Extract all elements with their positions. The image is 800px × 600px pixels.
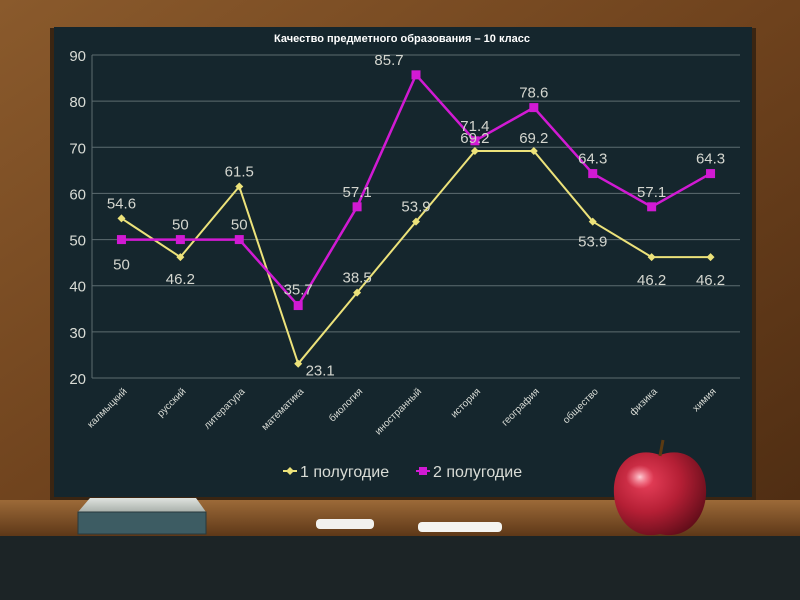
data-point (235, 182, 244, 191)
data-point (706, 169, 716, 179)
data-label: 69.2 (460, 130, 489, 147)
legend-label: 2 полугодие (433, 464, 522, 481)
data-label: 57.1 (342, 184, 371, 201)
data-label: 64.3 (578, 151, 607, 168)
y-tick-label: 40 (69, 279, 86, 296)
data-point (529, 146, 538, 155)
data-label: 38.5 (342, 270, 371, 287)
chart-title: Качество предметного образования – 10 кл… (274, 33, 530, 45)
legend-marker (419, 467, 427, 475)
data-label: 50 (231, 217, 248, 234)
data-label: 64.3 (696, 151, 725, 168)
data-point (294, 359, 303, 368)
data-label: 78.6 (519, 85, 548, 102)
y-tick-label: 20 (69, 371, 86, 388)
y-tick-label: 30 (69, 325, 86, 342)
legend: 1 полугодие 2 полугодие (283, 464, 522, 481)
data-label: 46.2 (696, 272, 725, 289)
y-axis: 20 30 40 50 60 70 80 90 (69, 48, 93, 388)
data-label: 46.2 (166, 271, 195, 288)
wall-bottom (0, 536, 800, 600)
data-label: 53.9 (401, 199, 430, 216)
chalk-piece (418, 522, 502, 532)
data-label: 53.9 (578, 234, 607, 251)
data-point (706, 253, 715, 262)
gridlines (92, 54, 740, 379)
data-point (116, 235, 126, 245)
data-point (293, 301, 303, 311)
chalk-piece (316, 519, 374, 529)
eraser (77, 498, 207, 535)
data-point (411, 70, 421, 80)
data-point (647, 202, 657, 212)
data-point (234, 235, 244, 245)
data-label: 57.1 (637, 184, 666, 201)
y-tick-label: 50 (69, 233, 86, 250)
data-label: 69.2 (519, 130, 548, 147)
data-point (470, 136, 480, 146)
data-point (588, 169, 598, 179)
data-point (175, 235, 185, 245)
data-point (529, 103, 539, 113)
data-point (588, 217, 597, 226)
data-point (353, 288, 362, 297)
data-label: 85.7 (374, 52, 403, 69)
legend-label: 1 полугодие (300, 464, 389, 481)
data-labels: 54.6 46.2 61.5 23.1 38.5 53.9 69.2 69.2 53.9 46.2… (107, 52, 725, 380)
data-point (352, 202, 362, 212)
data-point (412, 217, 420, 226)
data-point (647, 253, 656, 262)
chalkboard (54, 27, 752, 497)
y-tick-label: 60 (69, 186, 86, 203)
data-label: 54.6 (107, 195, 136, 212)
data-label: 71.4 (460, 118, 489, 135)
plot-area (116, 70, 716, 368)
data-label: 35.7 (284, 282, 313, 299)
data-label: 61.5 (225, 164, 254, 181)
data-label: 50 (172, 217, 189, 234)
data-label: 50 (113, 257, 130, 274)
data-label: 46.2 (637, 272, 666, 289)
y-tick-label: 80 (69, 94, 86, 111)
apple (613, 439, 707, 536)
legend-marker (286, 467, 294, 475)
data-point (176, 253, 185, 262)
data-label: 23.1 (306, 363, 335, 380)
y-tick-label: 90 (69, 48, 86, 65)
data-point (470, 146, 479, 155)
data-point (117, 214, 126, 223)
y-tick-label: 70 (69, 140, 86, 157)
